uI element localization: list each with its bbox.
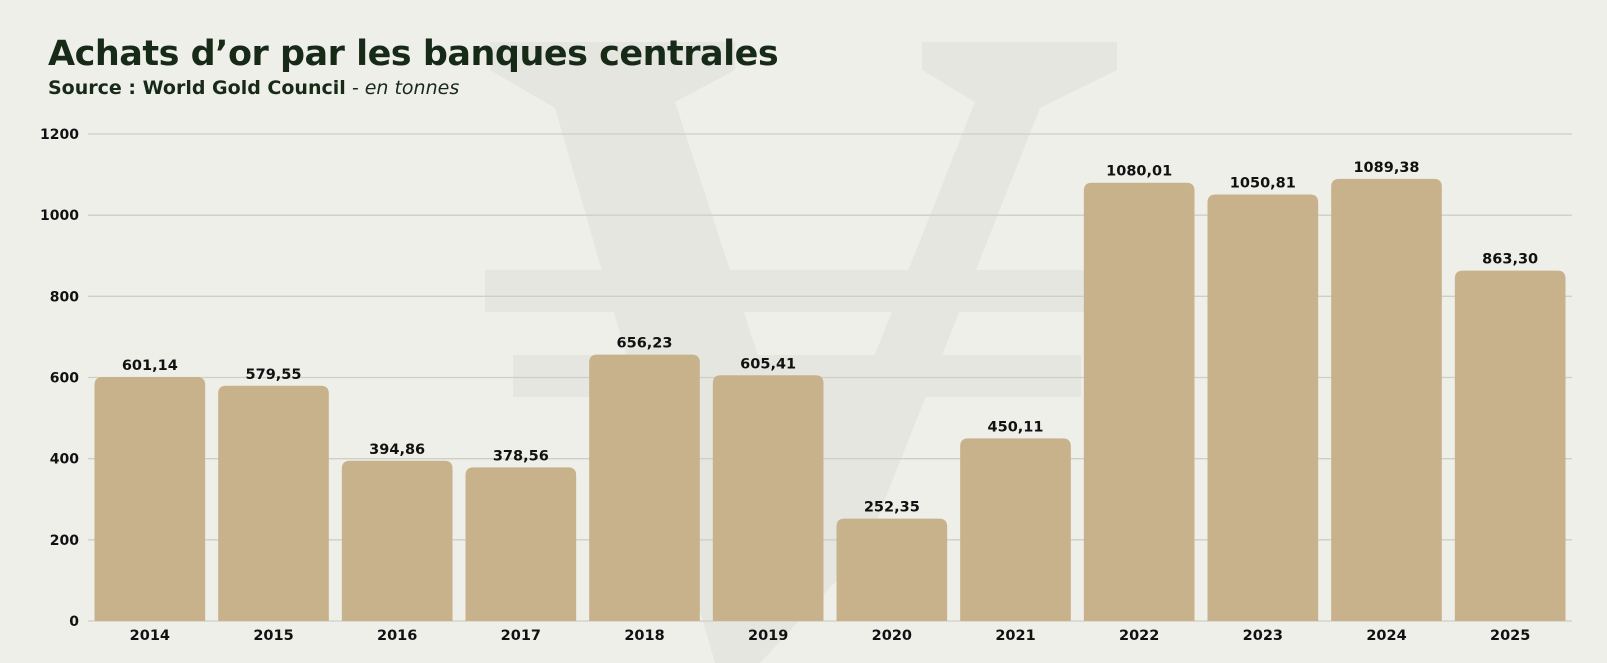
data-label: 378,56 [493,448,549,464]
x-tick-label: 2017 [501,628,541,644]
y-tick-label: 1000 [40,208,79,224]
chart-title: Achats d’or par les banques centrales [48,34,779,74]
bar [94,377,206,621]
bar [712,375,824,621]
y-tick-label: 1200 [40,127,79,143]
unit-label: - en tonnes [351,77,460,99]
data-label: 394,86 [369,442,425,458]
bar [341,460,453,621]
x-tick-label: 2018 [624,628,664,644]
data-label: 1080,01 [1106,164,1172,180]
data-label: 656,23 [617,336,673,352]
data-label: 579,55 [246,367,302,383]
bar [465,467,577,621]
data-label: 863,30 [1482,252,1538,268]
y-tick-label: 800 [50,289,79,305]
bar [589,354,700,621]
x-tick-label: 2014 [130,628,170,644]
chart-subtitle: Source : World Gold Council - en tonnes [48,77,459,99]
x-tick-label: 2022 [1119,628,1159,644]
bar [960,438,1071,621]
data-label: 1050,81 [1230,176,1296,192]
x-tick-label: 2024 [1366,628,1406,644]
bar [1083,182,1195,622]
x-tick-label: 2015 [253,628,293,644]
data-label: 252,35 [864,500,920,516]
x-tick-label: 2019 [748,628,788,644]
bar [1207,194,1319,622]
bar [218,385,329,621]
y-tick-label: 200 [50,533,79,549]
bar [1331,178,1442,621]
x-tick-label: 2023 [1243,628,1283,644]
source-label: Source : World Gold Council [48,77,346,99]
y-tick-label: 600 [50,371,79,387]
y-tick-label: 400 [50,452,79,468]
data-label: 605,41 [740,356,796,372]
bar [836,518,948,621]
x-tick-label: 2021 [995,628,1035,644]
data-label: 450,11 [988,419,1044,435]
data-label: 601,14 [122,358,178,374]
x-tick-label: 2020 [872,628,912,644]
x-tick-label: 2025 [1490,628,1530,644]
x-tick-label: 2016 [377,628,417,644]
y-tick-label: 0 [69,614,79,630]
bar [1454,270,1566,621]
data-label: 1089,38 [1353,160,1419,176]
